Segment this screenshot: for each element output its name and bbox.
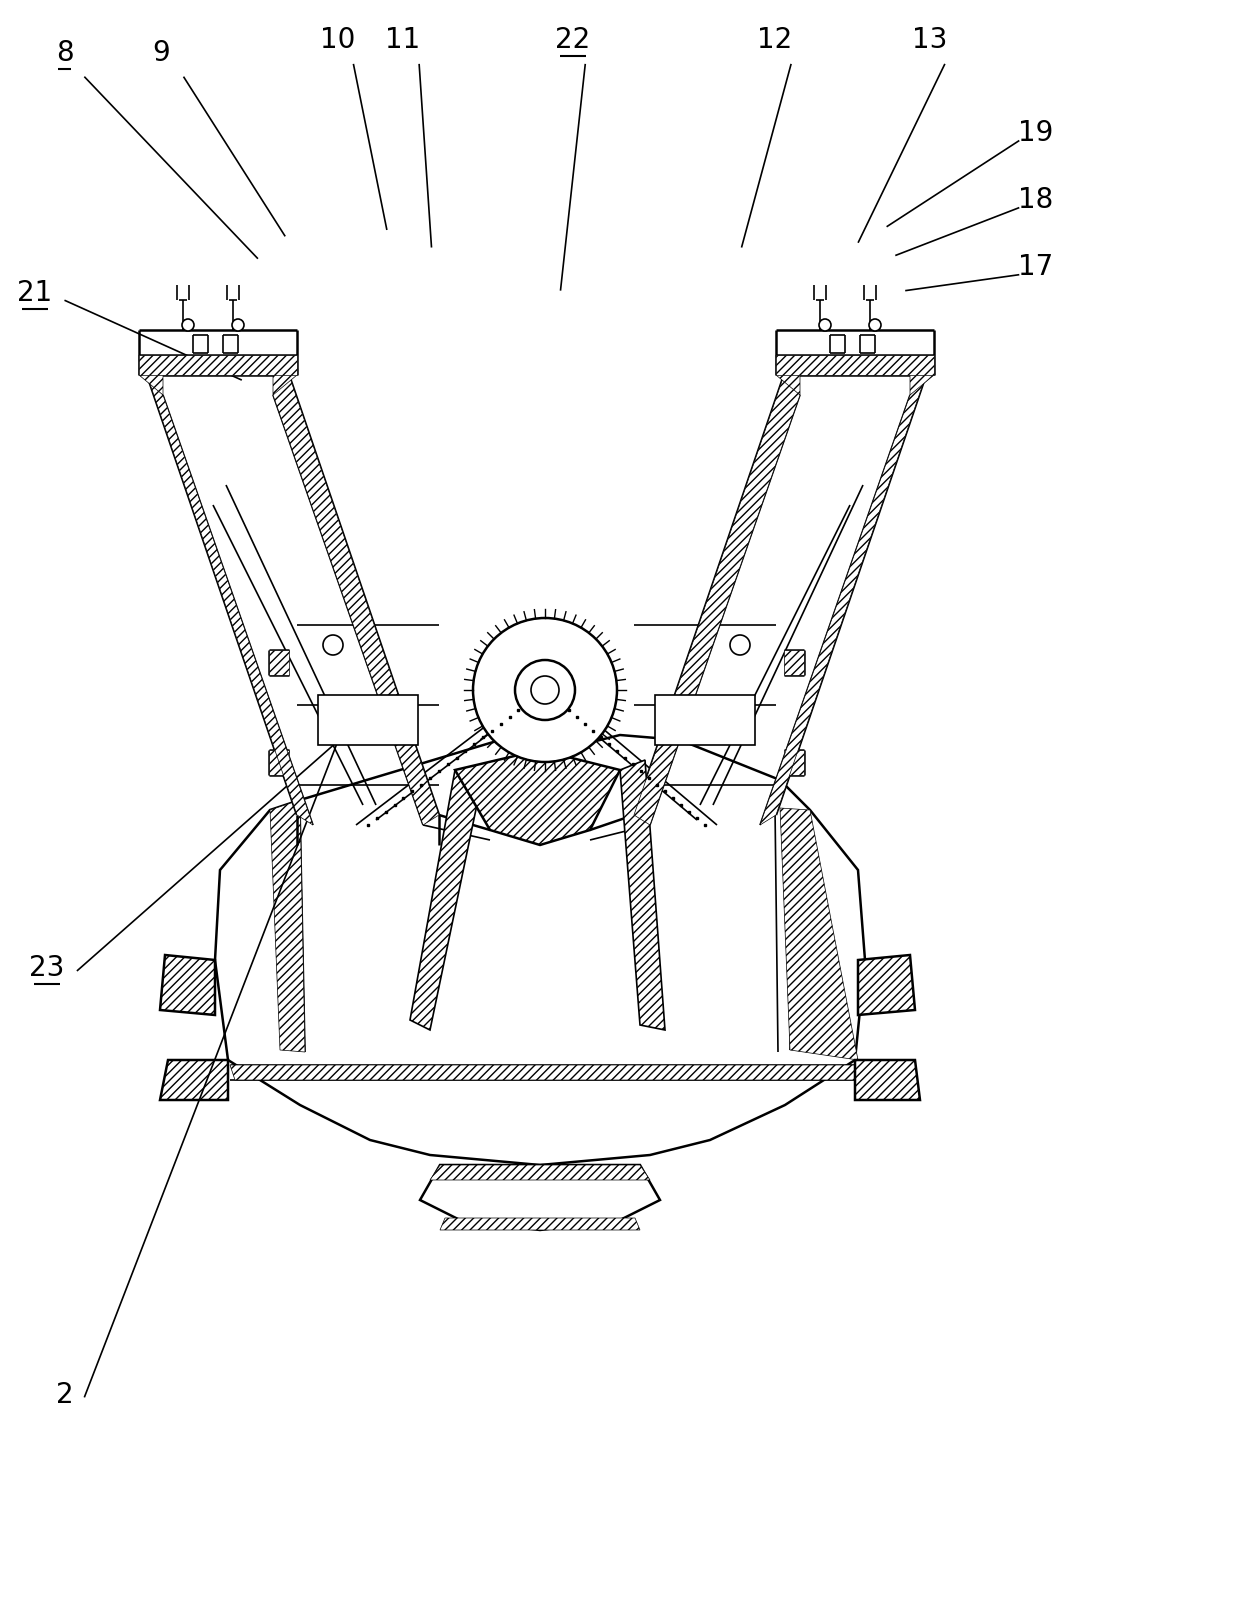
Text: 12: 12: [758, 26, 792, 54]
Polygon shape: [160, 1060, 228, 1100]
Text: 18: 18: [1018, 185, 1053, 214]
Polygon shape: [139, 355, 162, 394]
Polygon shape: [420, 1164, 660, 1230]
Polygon shape: [910, 355, 934, 394]
Circle shape: [730, 636, 750, 655]
Text: 17: 17: [1018, 252, 1053, 281]
Polygon shape: [270, 800, 305, 1052]
Polygon shape: [776, 355, 934, 375]
Polygon shape: [215, 735, 866, 1164]
Polygon shape: [776, 355, 800, 394]
Polygon shape: [160, 955, 215, 1016]
Text: 8: 8: [56, 38, 73, 67]
Polygon shape: [784, 751, 804, 775]
Polygon shape: [455, 751, 620, 845]
Circle shape: [472, 618, 618, 762]
Circle shape: [232, 319, 244, 331]
Circle shape: [869, 319, 880, 331]
Polygon shape: [620, 760, 665, 1030]
Polygon shape: [229, 1065, 861, 1080]
Text: 9: 9: [153, 38, 170, 67]
Text: 2: 2: [56, 1380, 73, 1409]
Polygon shape: [273, 375, 439, 826]
Text: 10: 10: [320, 26, 355, 54]
Circle shape: [182, 319, 193, 331]
Polygon shape: [780, 808, 858, 1060]
Text: 23: 23: [30, 953, 64, 982]
Text: 22: 22: [556, 26, 590, 54]
Text: 21: 21: [17, 278, 52, 307]
Polygon shape: [273, 355, 298, 394]
Circle shape: [515, 660, 575, 720]
Polygon shape: [139, 355, 298, 375]
Polygon shape: [440, 1219, 640, 1230]
Circle shape: [322, 636, 343, 655]
Text: 11: 11: [386, 26, 420, 54]
Circle shape: [531, 676, 559, 704]
Polygon shape: [655, 695, 755, 744]
Polygon shape: [856, 1060, 920, 1100]
Polygon shape: [269, 751, 289, 775]
Polygon shape: [858, 955, 915, 1016]
Polygon shape: [269, 650, 289, 676]
Polygon shape: [148, 375, 312, 826]
Text: 13: 13: [913, 26, 947, 54]
Polygon shape: [410, 770, 480, 1030]
Polygon shape: [430, 1164, 650, 1180]
Circle shape: [818, 319, 831, 331]
Polygon shape: [760, 375, 926, 826]
Polygon shape: [784, 650, 804, 676]
Polygon shape: [634, 375, 800, 826]
Text: 19: 19: [1018, 118, 1053, 147]
Polygon shape: [317, 695, 418, 744]
